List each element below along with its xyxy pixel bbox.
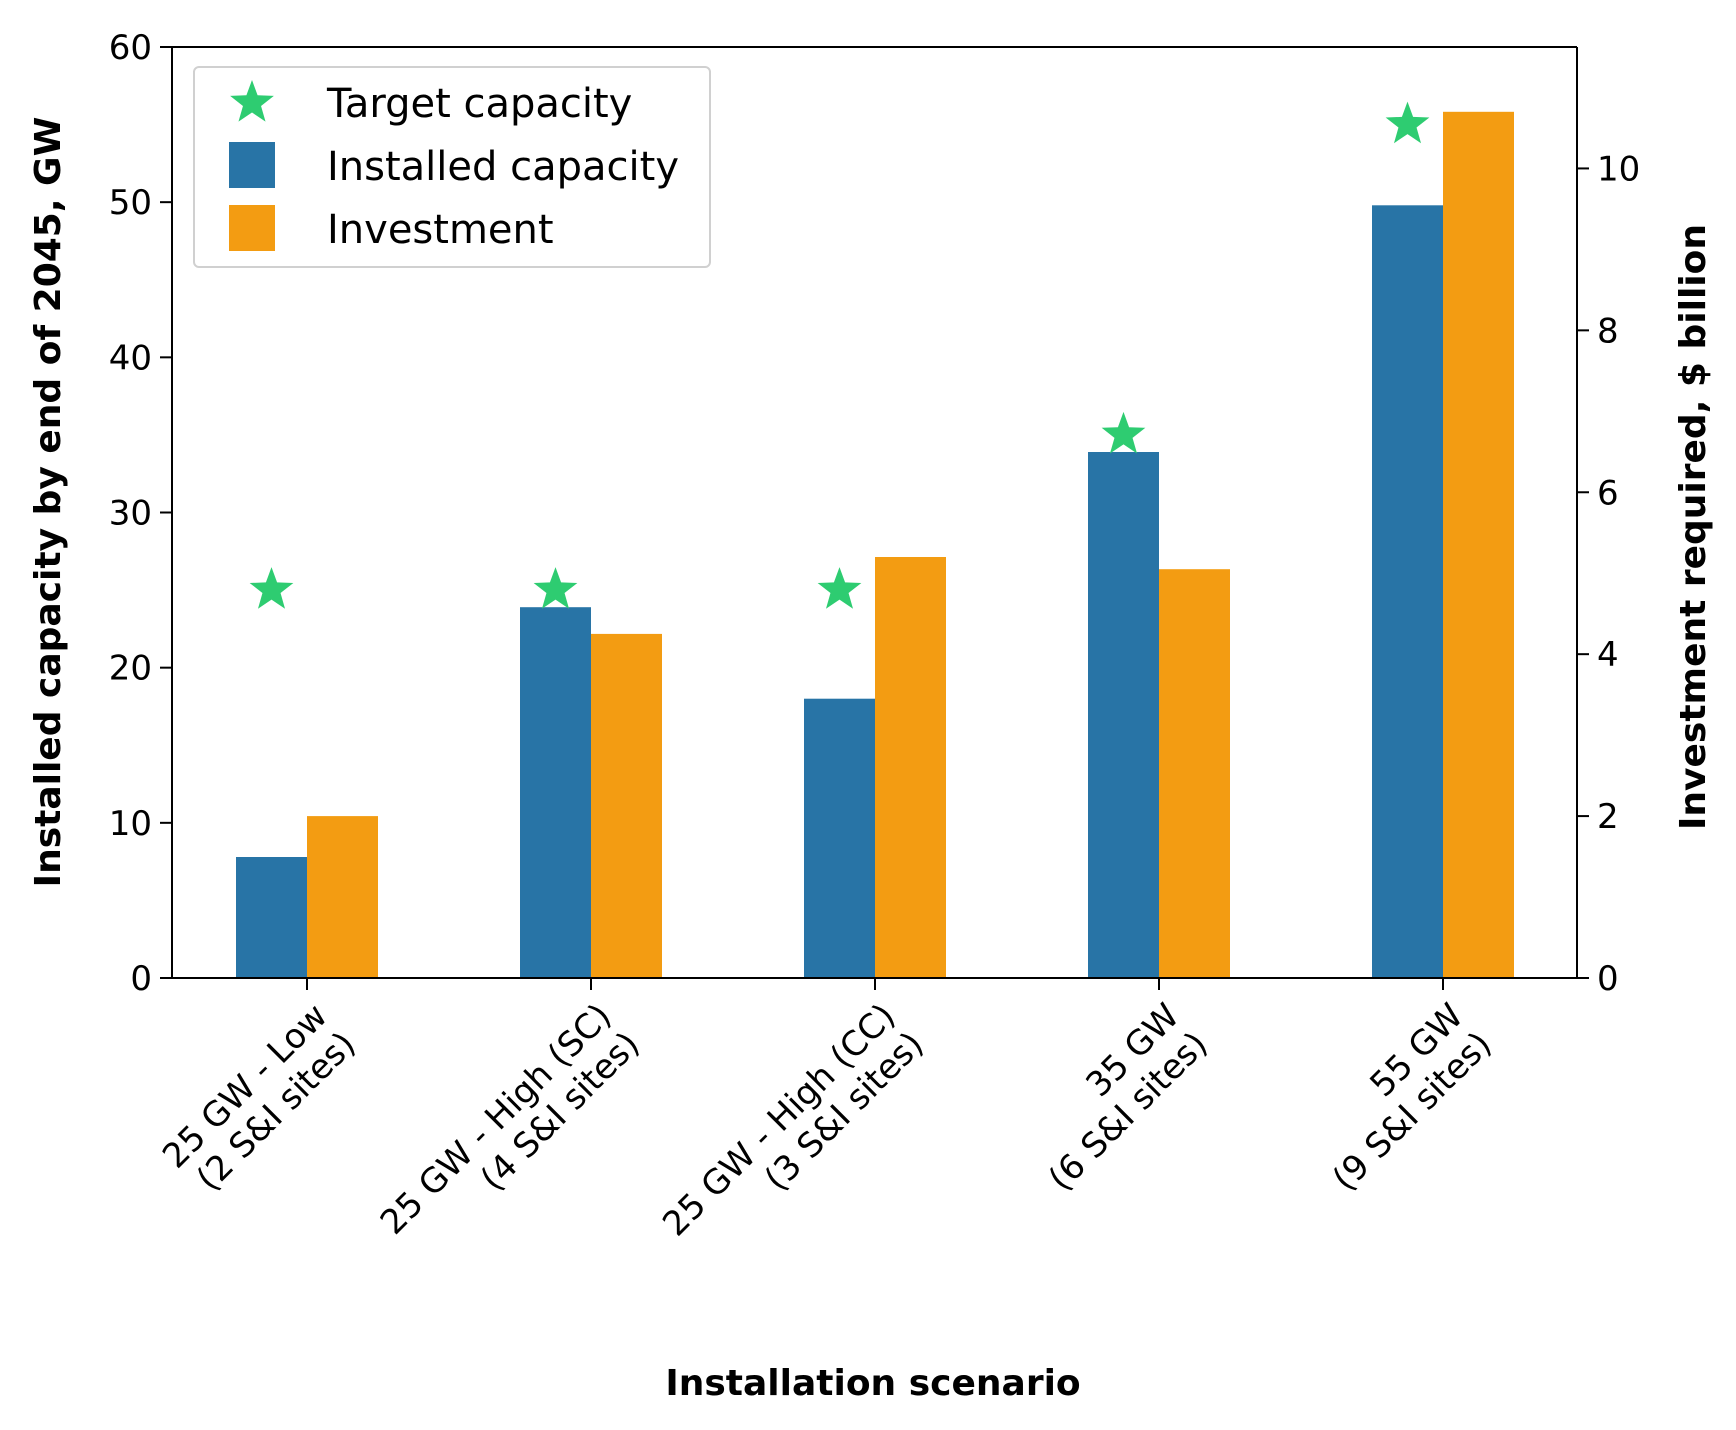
- y-tick-label: 0: [130, 959, 152, 999]
- target-star-marker: [1101, 411, 1146, 454]
- legend-swatch-icon: [229, 205, 275, 251]
- legend-entry-label: Installed capacity: [327, 144, 679, 190]
- installed-bar: [1088, 452, 1159, 978]
- target-star-marker: [249, 567, 294, 609]
- x-tick-label-line: 25 GW - High (SC): [373, 996, 620, 1243]
- y-tick-label: 30: [109, 494, 152, 534]
- y-tick-label: 60: [109, 28, 152, 68]
- y-tick-label: 10: [109, 804, 152, 844]
- investment-bar: [1443, 111, 1514, 979]
- x-tick-label-line: 25 GW - High (CC): [655, 996, 903, 1244]
- x-tick-label: 25 GW - High (CC)(3 S&I sites): [655, 996, 931, 1272]
- x-tick-label: 25 GW - Low(2 S&I sites): [155, 996, 364, 1205]
- y2-tick-label: 0: [1597, 959, 1619, 999]
- y2-tick-label: 2: [1597, 797, 1619, 837]
- x-tick-label: 35 GW(6 S&I sites): [1013, 996, 1216, 1199]
- target-star-marker: [1385, 101, 1430, 144]
- legend-entry-label: Target capacity: [326, 81, 632, 127]
- legend-star-icon: [230, 80, 274, 122]
- y-tick-label: 50: [109, 183, 152, 223]
- x-tick-label: 25 GW - High (SC)(4 S&I sites): [373, 996, 648, 1271]
- legend-box: [193, 66, 711, 268]
- y-tick-label: 40: [109, 338, 152, 378]
- x-tick-label: 55 GW(9 S&I sites): [1297, 996, 1500, 1199]
- target-star-marker: [533, 567, 578, 609]
- y2-tick-label: 8: [1597, 311, 1619, 351]
- y-axis-label: Installed capacity by end of 2045, GW: [28, 117, 69, 888]
- investment-bar: [1159, 569, 1230, 978]
- legend-entry-label: Investment: [327, 207, 554, 253]
- y2-axis-label: Investment required, $ billion: [1673, 224, 1714, 830]
- installed-bar: [236, 857, 307, 978]
- installed-bar: [1372, 205, 1443, 979]
- investment-bar: [307, 816, 378, 978]
- target-star-marker: [817, 567, 862, 609]
- y2-tick-label: 4: [1597, 635, 1619, 675]
- investment-bar: [875, 557, 946, 978]
- y2-tick-label: 6: [1597, 473, 1619, 513]
- installed-bar: [804, 698, 875, 978]
- y2-tick-label: 10: [1597, 149, 1640, 189]
- investment-bar: [591, 633, 662, 978]
- plot-area: [236, 101, 1514, 979]
- installed-bar: [520, 607, 591, 978]
- y-tick-label: 20: [109, 649, 152, 689]
- x-axis-label: Installation scenario: [665, 1363, 1080, 1404]
- legend: Target capacity Installed capacity Investm…: [193, 66, 711, 268]
- legend-swatch-icon: [229, 142, 275, 188]
